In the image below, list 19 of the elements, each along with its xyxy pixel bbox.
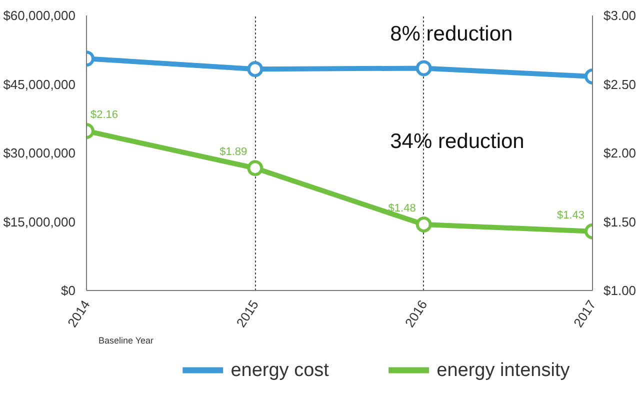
annotation: 34% reduction (390, 130, 524, 153)
data-label: $1.89 (220, 146, 248, 158)
annotation: 8% reduction (390, 22, 513, 46)
y-tick-label: $15,000,000 (3, 214, 76, 230)
y-tick-label: $30,000,000 (3, 146, 76, 160)
data-label: $1.48 (388, 202, 416, 214)
text: Baseline Year (98, 336, 154, 346)
y2-tick-label: $2.50 (604, 76, 636, 92)
data-label: $2.16 (90, 109, 118, 121)
y2-tick-label: $2.00 (604, 146, 636, 160)
y2-tick-label: $1.50 (604, 214, 636, 230)
y2-tick-label: $3.00 (604, 8, 636, 23)
y-tick-label: $0 (61, 283, 76, 298)
y-tick-label: $45,000,000 (3, 76, 76, 92)
y2-tick-label: $1.00 (604, 283, 636, 298)
y-tick-label: $60,000,000 (3, 8, 76, 23)
legend-label: energy cost (230, 360, 330, 381)
data-label: $1.43 (556, 209, 585, 222)
legend-label: energy intensity (436, 360, 570, 381)
